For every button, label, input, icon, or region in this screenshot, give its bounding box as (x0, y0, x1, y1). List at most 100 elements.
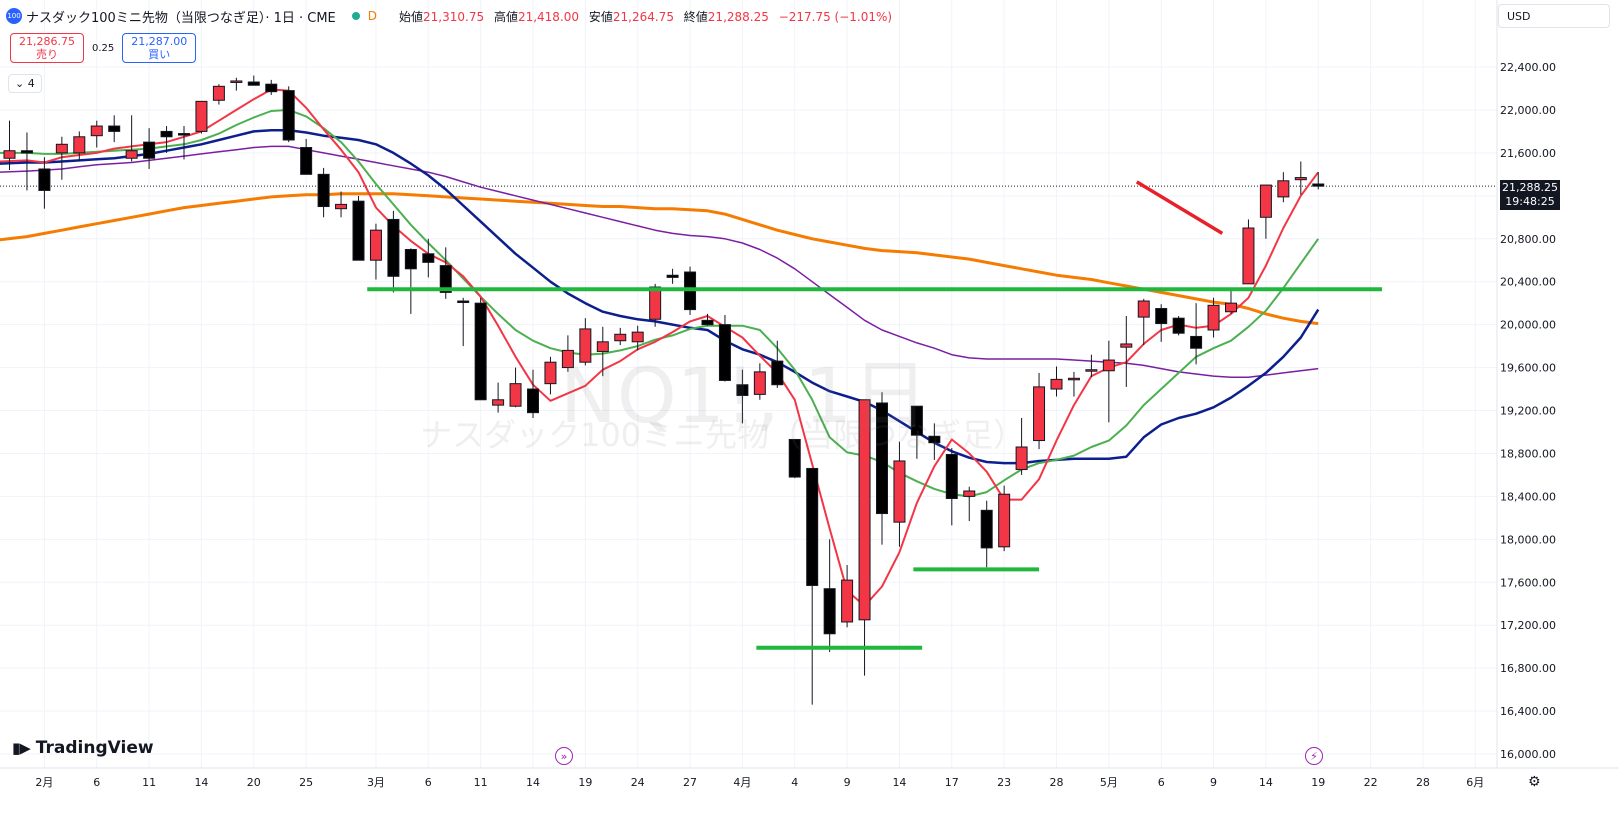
go-to-realtime-icon[interactable]: » (555, 747, 573, 765)
candle-body (1067, 377, 1080, 381)
x-tick-label: 19 (1311, 776, 1325, 789)
x-tick-label: 27 (683, 776, 697, 789)
candle (928, 423, 941, 460)
candle (1155, 304, 1168, 342)
ma40-line (0, 129, 1320, 465)
y-tick-label: 18,000.00 (1500, 533, 1556, 546)
candle (806, 467, 819, 705)
candle (3, 120, 16, 171)
candle (893, 441, 906, 547)
candle-body (771, 360, 784, 386)
candle (474, 297, 487, 401)
ma75-line (0, 145, 1319, 378)
x-tick-label: 14 (526, 776, 540, 789)
watermark-symbol: NQ1!, 1日 (560, 351, 929, 440)
candle-body (1259, 184, 1272, 218)
lightning-icon[interactable]: ⚡ (1305, 747, 1323, 765)
candle (718, 314, 731, 382)
candle-body (910, 405, 923, 436)
x-tick-label: 14 (194, 776, 208, 789)
candle (631, 325, 644, 351)
y-tick-label: 16,400.00 (1500, 705, 1556, 718)
y-tick-label: 17,200.00 (1500, 619, 1556, 632)
candle-body (143, 141, 156, 159)
candle (980, 500, 993, 568)
candle (404, 248, 417, 314)
candle-body (527, 388, 539, 414)
candle (544, 356, 557, 395)
candle (561, 335, 574, 372)
moving-averages (0, 88, 1320, 607)
candle-body (1277, 180, 1290, 198)
candle-body (160, 130, 173, 138)
candle (1015, 418, 1028, 475)
candle-body (788, 438, 801, 478)
buy-button[interactable]: 21,287.00 買い (122, 33, 197, 63)
candle (736, 369, 749, 424)
candle (230, 77, 243, 91)
candle (596, 326, 609, 377)
candle-body (666, 274, 679, 278)
x-tick-label: 9 (1210, 776, 1217, 789)
bid-ask-panel[interactable]: 21,286.75 売り 0.25 21,287.00 買い (10, 33, 197, 63)
indicators-toggle[interactable]: ⌄ 4 (8, 74, 42, 93)
candle (788, 438, 801, 479)
candle (38, 157, 51, 209)
candle (352, 195, 365, 261)
tradingview-logo[interactable]: ▮▶ TradingView (12, 738, 154, 758)
candle (910, 405, 923, 459)
candle (90, 120, 103, 148)
candle-body (1033, 386, 1046, 442)
candle-body (282, 90, 295, 141)
candle (300, 138, 313, 175)
candle-body (876, 402, 888, 515)
candle-body (212, 85, 225, 101)
candle-body (1155, 308, 1168, 325)
y-tick-label: 20,400.00 (1500, 276, 1556, 289)
candle-body (422, 253, 435, 263)
sell-button[interactable]: 21,286.75 売り (10, 33, 84, 63)
candle (1277, 172, 1290, 203)
spread-value: 0.25 (91, 42, 115, 54)
candle (753, 363, 766, 400)
y-tick-label: 18,800.00 (1500, 447, 1556, 460)
candle-body (631, 331, 644, 343)
gear-icon[interactable]: ⚙ (1528, 774, 1541, 790)
candle-body (439, 265, 452, 293)
x-tick-label: 5月 (1100, 776, 1118, 789)
x-tick-label: 20 (247, 776, 261, 789)
ohlc-values: 始値21,310.75 高値21,418.00 安値21,264.75 終値21… (399, 9, 893, 24)
candle-body (806, 467, 819, 586)
y-tick-label: 19,600.00 (1500, 362, 1556, 375)
candle-body (980, 509, 993, 549)
x-tick-label: 9 (844, 776, 851, 789)
candle-body (928, 435, 941, 444)
candle-body (474, 302, 487, 401)
symbol-header[interactable]: 100 ナスダック100ミニ先物（当限つなぎ足）· 1日 · CME D 始値2… (6, 4, 898, 28)
candle-body (73, 136, 86, 154)
candle-body (1015, 446, 1028, 471)
drawings (367, 180, 1382, 650)
data-status-label: D (367, 9, 378, 23)
candle (771, 340, 784, 388)
candle-body (963, 490, 976, 497)
candle-body (544, 361, 557, 385)
candle-body (20, 150, 33, 154)
candle (282, 86, 295, 143)
y-tick-label: 19,200.00 (1500, 405, 1556, 418)
candle-body (335, 203, 348, 210)
candle-body (90, 125, 103, 137)
candle (1242, 219, 1255, 285)
candle-body (1294, 177, 1307, 181)
symbol-title[interactable]: ナスダック100ミニ先物（当限つなぎ足）· 1日 · CME (26, 10, 336, 26)
currency-select[interactable]: USD (1498, 4, 1610, 28)
candle (492, 382, 505, 413)
candle (387, 210, 400, 293)
candle-body (1172, 317, 1185, 334)
candle-body (945, 454, 958, 500)
candle (1312, 172, 1325, 190)
candle (317, 167, 330, 218)
x-tick-label: 25 (299, 776, 313, 789)
x-tick-label: 28 (1050, 776, 1064, 789)
